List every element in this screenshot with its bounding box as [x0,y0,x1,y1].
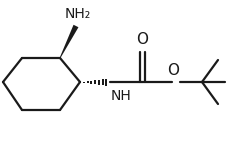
Text: NH₂: NH₂ [65,7,91,21]
Polygon shape [60,25,78,58]
Text: O: O [136,32,148,47]
Text: NH: NH [111,89,132,103]
Text: O: O [167,63,179,78]
